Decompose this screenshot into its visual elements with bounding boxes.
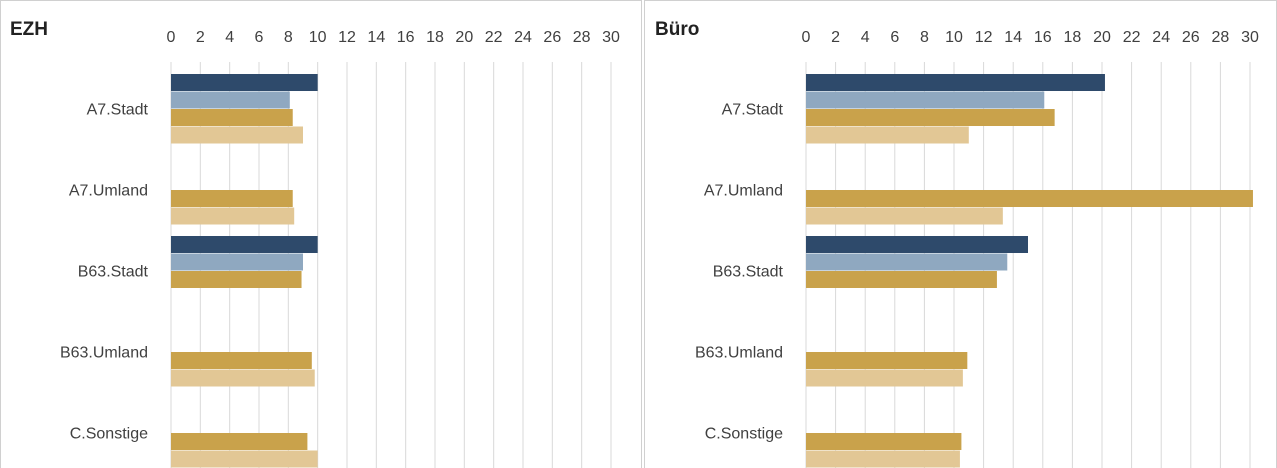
x-tick-label: 2 <box>831 29 840 46</box>
bar <box>171 236 318 253</box>
x-tick-label: 6 <box>255 29 264 46</box>
bar <box>806 369 963 387</box>
x-tick-label: 22 <box>485 29 503 46</box>
category-label: C.Sonstige <box>705 426 783 443</box>
x-tick-label: 12 <box>338 29 356 46</box>
x-tick-label: 24 <box>1152 29 1170 46</box>
x-tick-label: 4 <box>861 29 870 46</box>
bar <box>171 369 315 387</box>
x-tick-label: 10 <box>945 29 963 46</box>
x-tick-label: 26 <box>1182 29 1200 46</box>
bar <box>806 450 960 468</box>
panel-frame <box>644 0 1277 468</box>
x-tick-label: 8 <box>284 29 293 46</box>
x-tick-label: 16 <box>1034 29 1052 46</box>
category-label: B63.Stadt <box>78 264 149 281</box>
x-tick-label: 10 <box>309 29 327 46</box>
x-tick-label: 4 <box>225 29 234 46</box>
x-tick-label: 18 <box>1064 29 1082 46</box>
x-tick-label: 30 <box>602 29 620 46</box>
category-label: B63.Stadt <box>713 264 784 281</box>
chart-title: EZH <box>10 19 48 40</box>
chart-title: Büro <box>655 19 699 40</box>
bar <box>806 91 1045 109</box>
x-tick-label: 0 <box>167 29 176 46</box>
x-tick-label: 0 <box>802 29 811 46</box>
bar <box>171 253 303 271</box>
x-tick-label: 20 <box>1093 29 1111 46</box>
bar <box>171 207 295 225</box>
bar <box>171 433 308 450</box>
x-tick-label: 16 <box>397 29 415 46</box>
bar <box>806 271 997 288</box>
x-tick-label: 6 <box>890 29 899 46</box>
x-tick-label: 2 <box>196 29 205 46</box>
x-tick-label: 14 <box>1004 29 1022 46</box>
bar <box>171 271 302 288</box>
x-tick-label: 28 <box>573 29 591 46</box>
panel-frame <box>0 0 642 468</box>
x-tick-label: 28 <box>1212 29 1230 46</box>
category-label: B63.Umland <box>60 345 148 362</box>
bar <box>806 74 1105 91</box>
bar <box>171 190 293 207</box>
bar <box>806 190 1253 207</box>
bar <box>171 74 318 91</box>
x-tick-label: 22 <box>1123 29 1141 46</box>
category-label: A7.Stadt <box>722 102 784 119</box>
bar <box>806 352 968 369</box>
bar <box>171 450 318 468</box>
category-label: B63.Umland <box>695 345 783 362</box>
x-tick-label: 12 <box>975 29 993 46</box>
category-label: A7.Umland <box>704 183 783 200</box>
category-label: A7.Stadt <box>87 102 149 119</box>
category-label: A7.Umland <box>69 183 148 200</box>
bar <box>806 236 1028 253</box>
x-tick-label: 26 <box>543 29 561 46</box>
bar <box>171 352 312 369</box>
x-tick-label: 18 <box>426 29 444 46</box>
bar <box>171 109 293 126</box>
bar <box>171 91 290 109</box>
x-tick-label: 30 <box>1241 29 1259 46</box>
bar <box>806 253 1008 271</box>
bar <box>806 207 1003 225</box>
x-tick-label: 20 <box>455 29 473 46</box>
x-tick-label: 8 <box>920 29 929 46</box>
category-label: C.Sonstige <box>70 426 148 443</box>
bar <box>171 126 303 144</box>
bar <box>806 433 962 450</box>
bar <box>806 126 969 144</box>
x-tick-label: 24 <box>514 29 532 46</box>
x-tick-label: 14 <box>367 29 385 46</box>
bar <box>806 109 1055 126</box>
